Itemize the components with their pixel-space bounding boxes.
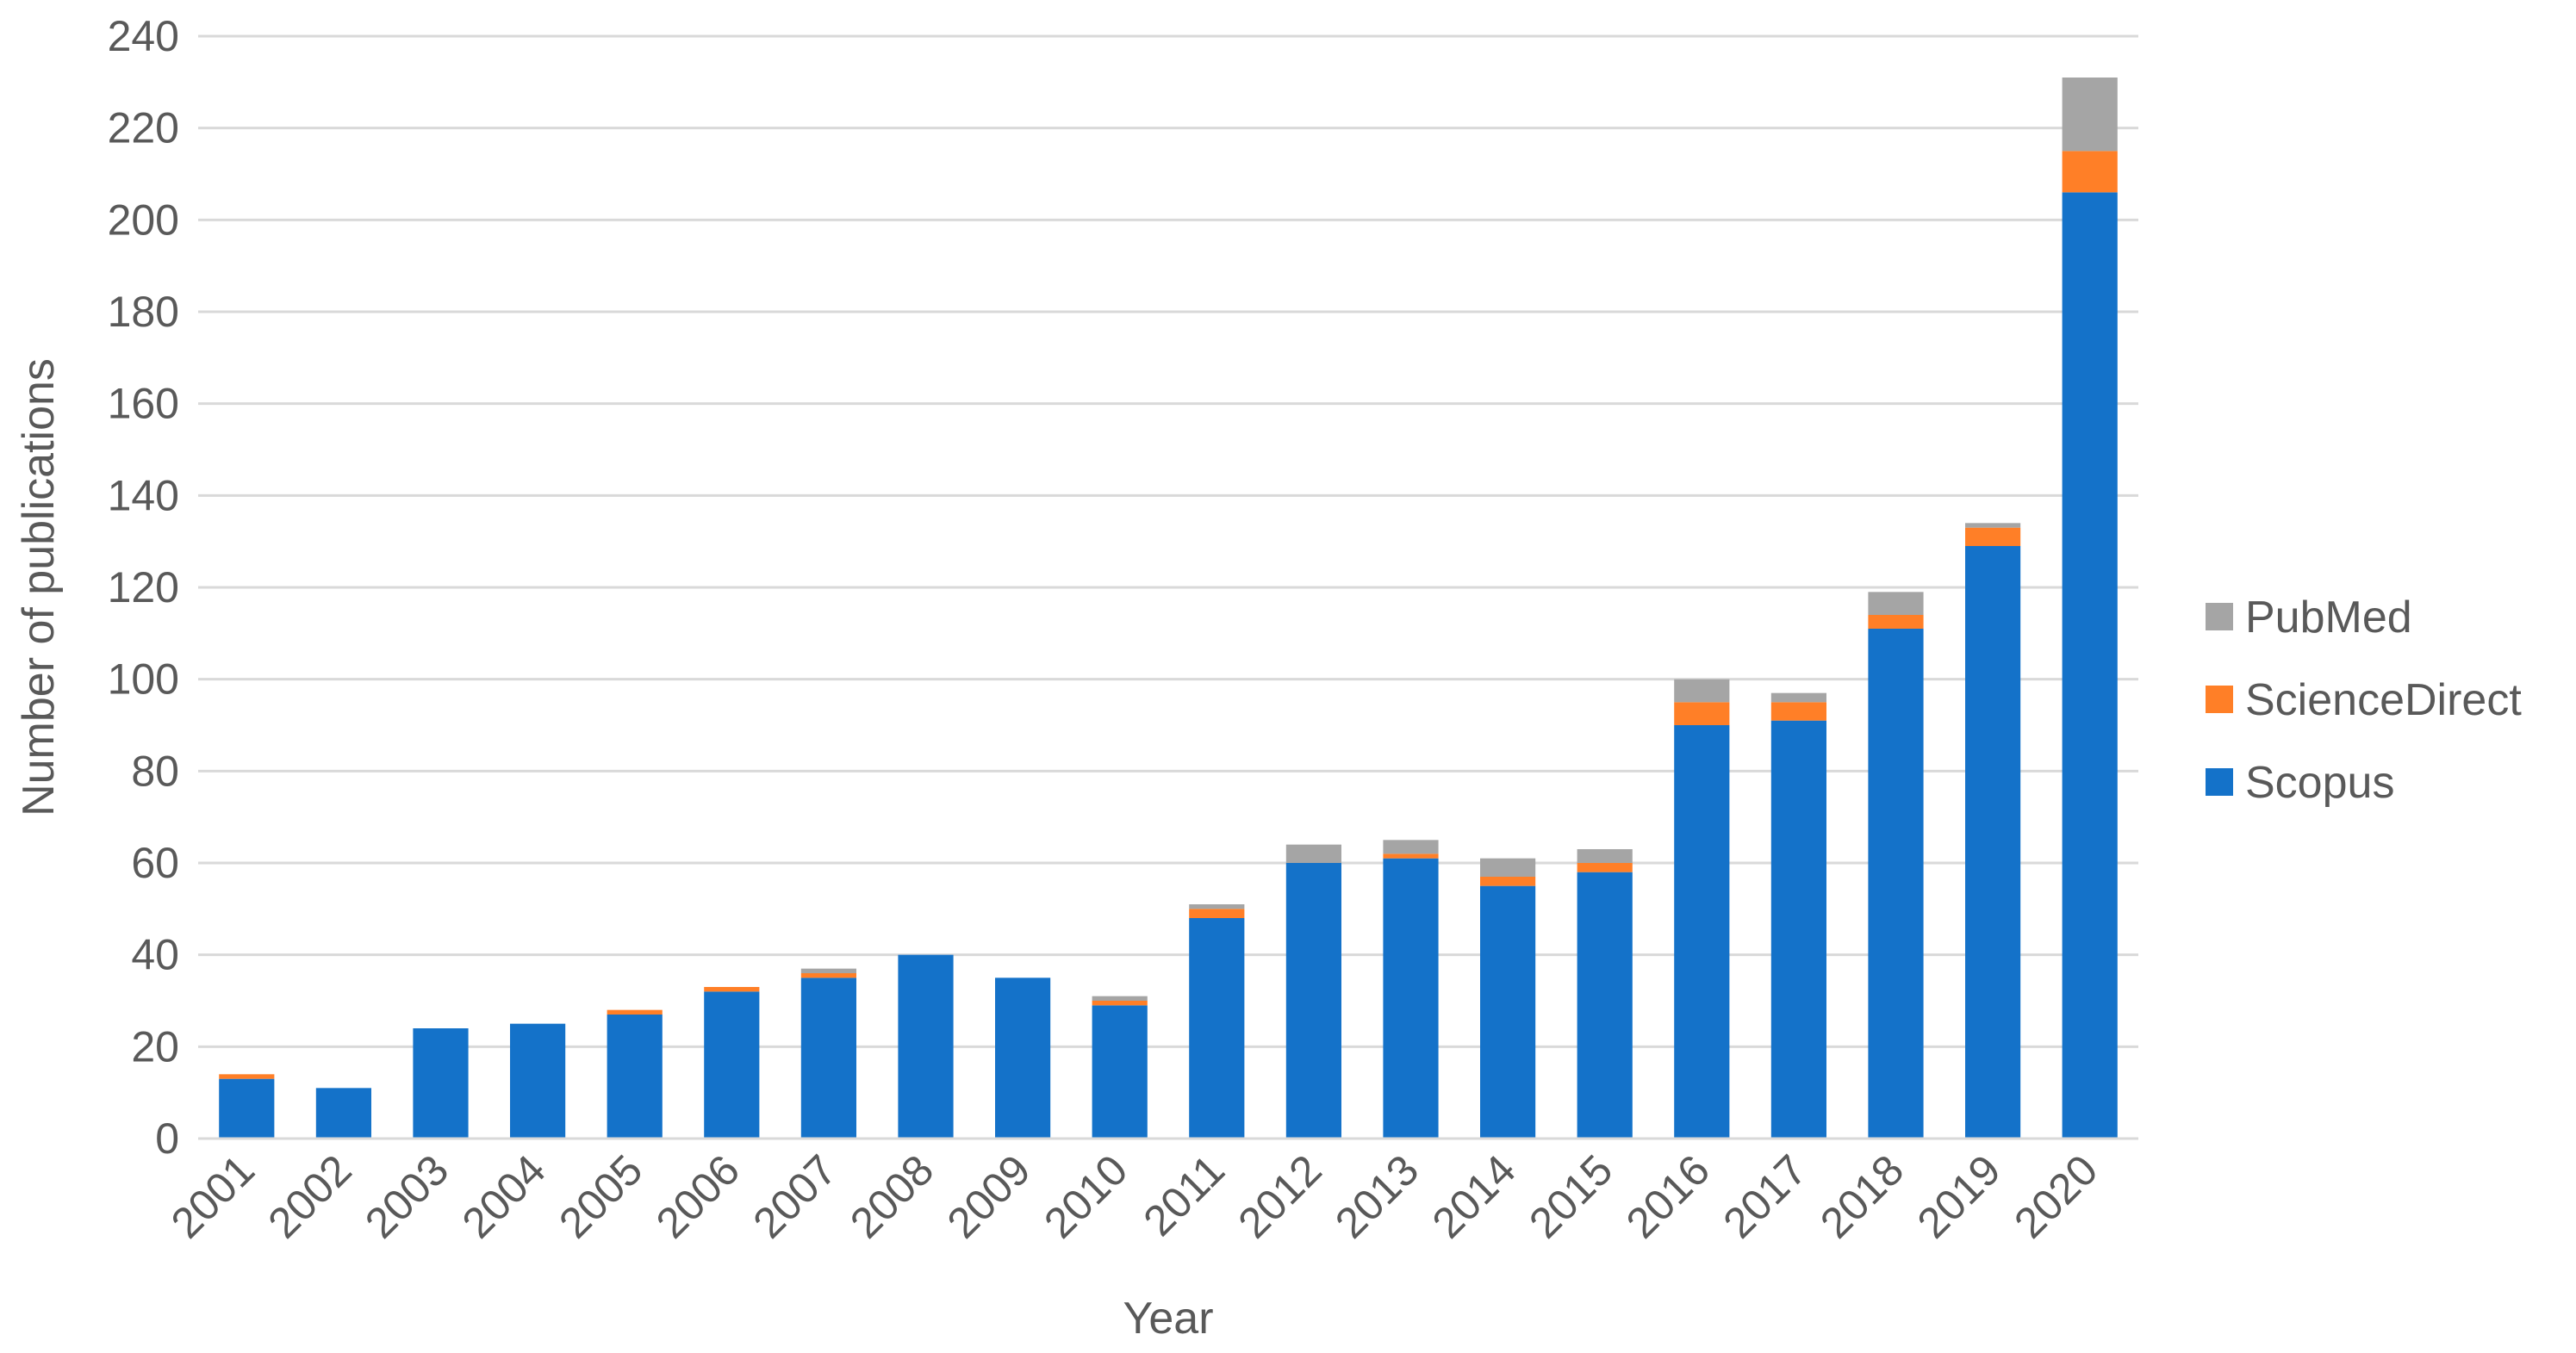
bar-scopus-2020 bbox=[2062, 192, 2118, 1139]
x-tick-label-2010: 2010 bbox=[1035, 1145, 1136, 1247]
legend-label-scopus: Scopus bbox=[2245, 758, 2394, 808]
bar-scopus-2011 bbox=[1189, 918, 1245, 1139]
y-axis-title: Number of publications bbox=[14, 358, 64, 816]
bar-sciencedirect-2006 bbox=[704, 987, 760, 992]
bar-sciencedirect-2015 bbox=[1577, 863, 1633, 872]
y-tick-label-0: 0 bbox=[155, 1114, 179, 1163]
x-tick-label-2002: 2002 bbox=[258, 1145, 360, 1247]
bar-scopus-2006 bbox=[704, 991, 760, 1139]
bar-scopus-2009 bbox=[995, 978, 1051, 1139]
y-tick-label-180: 180 bbox=[108, 288, 179, 336]
x-tick-label-2016: 2016 bbox=[1617, 1145, 1719, 1247]
bar-sciencedirect-2010 bbox=[1092, 1001, 1148, 1006]
y-tick-label-80: 80 bbox=[131, 747, 179, 795]
y-tick-label-40: 40 bbox=[131, 931, 179, 979]
bar-sciencedirect-2014 bbox=[1480, 877, 1536, 886]
bar-pubmed-2015 bbox=[1577, 849, 1633, 863]
x-tick-label-2018: 2018 bbox=[1811, 1145, 1913, 1247]
bar-sciencedirect-2005 bbox=[607, 1009, 663, 1015]
bar-sciencedirect-2001 bbox=[219, 1074, 275, 1079]
x-tick-label-2009: 2009 bbox=[938, 1145, 1040, 1247]
x-tick-label-2019: 2019 bbox=[1908, 1145, 2010, 1247]
bar-scopus-2002 bbox=[315, 1088, 371, 1139]
bar-pubmed-2016 bbox=[1674, 679, 1730, 703]
bar-scopus-2014 bbox=[1480, 885, 1536, 1139]
bars bbox=[219, 78, 2118, 1139]
bar-pubmed-2019 bbox=[1965, 523, 2021, 528]
x-tick-label-2017: 2017 bbox=[1714, 1145, 1815, 1247]
bar-pubmed-2007 bbox=[800, 968, 856, 973]
bar-sciencedirect-2017 bbox=[1770, 702, 1826, 721]
bar-pubmed-2017 bbox=[1770, 692, 1826, 703]
y-tick-label-140: 140 bbox=[108, 471, 179, 519]
x-tick-label-2020: 2020 bbox=[2005, 1145, 2106, 1247]
bar-sciencedirect-2013 bbox=[1383, 853, 1439, 859]
x-tick-label-2015: 2015 bbox=[1520, 1145, 1621, 1247]
bar-pubmed-2020 bbox=[2062, 78, 2118, 152]
bar-scopus-2017 bbox=[1770, 720, 1826, 1139]
bar-scopus-2008 bbox=[898, 954, 954, 1139]
y-tick-label-240: 240 bbox=[108, 12, 179, 60]
x-tick-label-2003: 2003 bbox=[356, 1145, 457, 1247]
bar-scopus-2007 bbox=[800, 978, 856, 1139]
bar-scopus-2004 bbox=[510, 1023, 566, 1139]
bar-scopus-2015 bbox=[1577, 872, 1633, 1139]
legend-swatch-scopus bbox=[2206, 768, 2233, 796]
bar-sciencedirect-2007 bbox=[800, 973, 856, 978]
bar-scopus-2018 bbox=[1868, 629, 1924, 1139]
legend-swatch-pubmed bbox=[2206, 603, 2233, 630]
y-tick-label-220: 220 bbox=[108, 104, 179, 152]
x-tick-label-2014: 2014 bbox=[1423, 1145, 1525, 1247]
bar-sciencedirect-2016 bbox=[1674, 702, 1730, 725]
bar-pubmed-2012 bbox=[1285, 844, 1341, 863]
bar-pubmed-2010 bbox=[1092, 996, 1148, 1001]
legend-label-pubmed: PubMed bbox=[2245, 593, 2412, 642]
y-tick-label-60: 60 bbox=[131, 839, 179, 887]
x-tick-label-2004: 2004 bbox=[453, 1145, 555, 1247]
bar-scopus-2001 bbox=[219, 1078, 275, 1139]
x-axis-title: Year bbox=[1123, 1294, 1213, 1344]
y-tick-label-160: 160 bbox=[108, 380, 179, 428]
x-tick-label-2012: 2012 bbox=[1229, 1145, 1330, 1247]
bar-scopus-2012 bbox=[1285, 863, 1341, 1139]
x-tick-label-2007: 2007 bbox=[744, 1145, 845, 1247]
bar-pubmed-2011 bbox=[1189, 904, 1245, 909]
legend: PubMed ScienceDirect Scopus bbox=[2206, 593, 2522, 808]
bar-scopus-2010 bbox=[1092, 1005, 1148, 1139]
y-tick-label-20: 20 bbox=[131, 1022, 179, 1071]
bar-pubmed-2013 bbox=[1383, 840, 1439, 854]
bar-pubmed-2018 bbox=[1868, 592, 1924, 615]
bar-scopus-2019 bbox=[1965, 546, 2021, 1139]
x-tick-label-2005: 2005 bbox=[550, 1145, 651, 1247]
legend-label-sciencedirect: ScienceDirect bbox=[2245, 675, 2522, 725]
bar-sciencedirect-2011 bbox=[1189, 909, 1245, 918]
legend-swatch-sciencedirect bbox=[2206, 686, 2233, 713]
bar-pubmed-2014 bbox=[1480, 858, 1536, 877]
bar-scopus-2013 bbox=[1383, 858, 1439, 1139]
x-tick-label-2011: 2011 bbox=[1134, 1145, 1234, 1245]
bar-sciencedirect-2019 bbox=[1965, 527, 2021, 546]
y-tick-label-100: 100 bbox=[108, 655, 179, 704]
gridlines bbox=[198, 34, 2138, 1048]
y-tick-label-120: 120 bbox=[108, 563, 179, 611]
bar-scopus-2003 bbox=[413, 1028, 469, 1139]
x-tick-label-2006: 2006 bbox=[647, 1145, 749, 1247]
bar-sciencedirect-2018 bbox=[1868, 615, 1924, 629]
bar-scopus-2016 bbox=[1674, 725, 1730, 1139]
x-tick-label-2008: 2008 bbox=[841, 1145, 943, 1247]
bar-sciencedirect-2020 bbox=[2062, 151, 2118, 193]
x-tick-label-2013: 2013 bbox=[1326, 1145, 1428, 1247]
bar-scopus-2005 bbox=[607, 1015, 663, 1139]
y-tick-label-200: 200 bbox=[108, 196, 179, 244]
